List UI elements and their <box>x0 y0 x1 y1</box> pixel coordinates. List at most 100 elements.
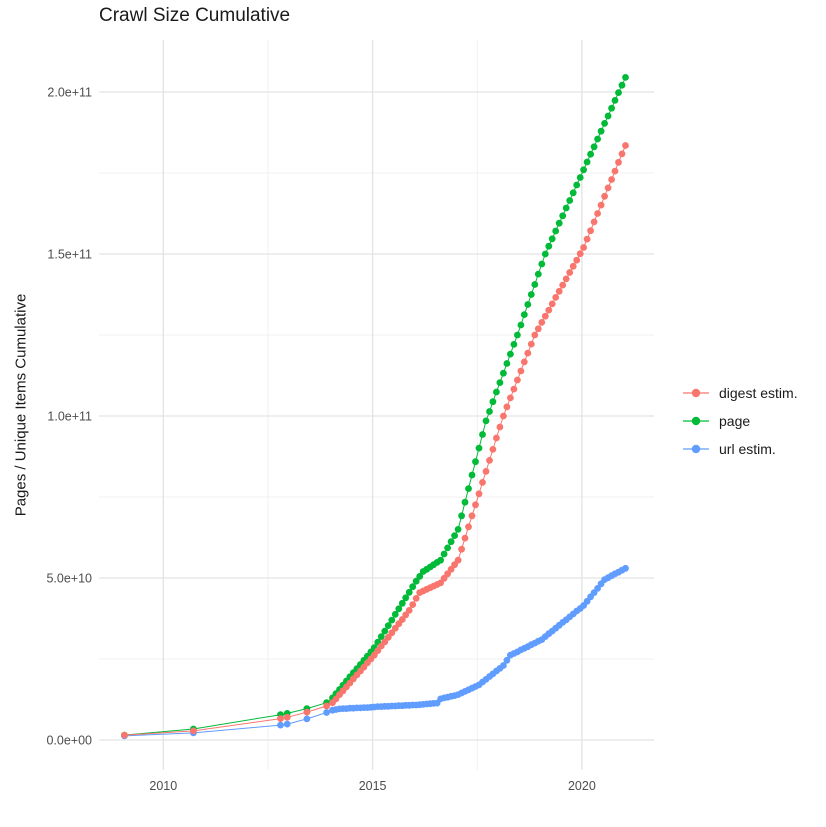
series-point <box>510 341 518 348</box>
series-point <box>611 167 619 175</box>
legend-item: url estim. <box>681 435 798 463</box>
series-point <box>527 340 535 348</box>
series-point <box>552 294 560 301</box>
series-point <box>507 394 514 402</box>
legend-key-icon <box>683 444 709 454</box>
series-point <box>622 564 629 572</box>
series-point <box>580 166 587 174</box>
series-point <box>447 565 455 573</box>
series-point <box>468 471 476 479</box>
series-point <box>458 512 465 520</box>
series-point <box>461 534 469 542</box>
series-point <box>608 176 615 183</box>
legend-item: page <box>681 407 798 435</box>
series-point <box>510 385 518 393</box>
series-point <box>323 702 330 710</box>
series-point <box>454 526 462 533</box>
series-point <box>541 312 549 320</box>
series-point <box>465 523 472 531</box>
series-point <box>594 585 601 592</box>
series-point <box>482 468 490 475</box>
series-point <box>486 457 493 464</box>
series-point <box>440 550 448 558</box>
series-point <box>524 301 532 308</box>
series-point <box>444 544 451 552</box>
series-point <box>604 184 612 192</box>
series-point <box>622 142 629 149</box>
series-point <box>303 708 311 716</box>
series-point <box>412 595 420 602</box>
series-point <box>573 181 581 189</box>
series-point <box>566 197 574 204</box>
series-point <box>590 218 598 226</box>
y-tick-label: 1.5e+11 <box>47 248 92 262</box>
series-point <box>303 715 311 723</box>
y-tick-label: 2.0e+11 <box>47 86 92 100</box>
series-point <box>538 319 546 326</box>
series-point <box>594 210 601 217</box>
series-point <box>597 201 605 209</box>
series-point <box>493 434 500 442</box>
series-point <box>472 458 479 466</box>
series-point <box>534 270 542 278</box>
legend-item: digest estim. <box>681 379 798 407</box>
legend-key-icon <box>683 388 709 398</box>
series-point <box>437 556 444 564</box>
series-point <box>555 287 563 295</box>
series-point <box>475 490 483 498</box>
series-point <box>507 350 514 358</box>
series-point <box>597 127 605 135</box>
x-tick-label: 2010 <box>149 779 177 793</box>
series-point <box>538 260 546 268</box>
series-point <box>514 331 521 339</box>
series-point <box>489 398 497 406</box>
y-axis-title: Pages / Unique Items Cumulative <box>12 293 30 517</box>
series-point <box>587 227 594 235</box>
series-point <box>388 616 396 624</box>
series-point <box>489 446 497 453</box>
x-tick-label: 2015 <box>359 779 387 793</box>
x-tick-label: 2020 <box>568 779 596 793</box>
series-point <box>377 633 385 640</box>
legend-label: digest estim. <box>719 385 798 401</box>
series-point <box>402 594 410 602</box>
series-point <box>545 306 553 314</box>
series-point <box>503 403 511 411</box>
series-point <box>615 89 622 96</box>
y-tick-label: 5.0e+10 <box>46 572 92 586</box>
series-point <box>496 379 504 386</box>
series-point <box>531 331 539 339</box>
series-point <box>534 325 542 333</box>
series-point <box>548 300 556 308</box>
series-point <box>381 627 389 635</box>
series-point <box>566 269 574 276</box>
series-point <box>601 120 608 127</box>
series-point <box>573 256 581 264</box>
series-point <box>594 135 601 143</box>
legend: digest estim. page url estim. <box>681 379 798 463</box>
y-tick-label: 0.0e+00 <box>46 734 92 748</box>
series-point <box>618 81 626 89</box>
series-point <box>517 321 525 329</box>
series-point <box>583 235 591 243</box>
series-point <box>559 281 567 289</box>
series-point <box>496 423 504 431</box>
series-point <box>479 479 486 486</box>
series-point <box>405 607 413 614</box>
y-tick-label: 1.0e+11 <box>47 410 92 424</box>
series-point <box>283 720 291 728</box>
series-point <box>454 556 462 564</box>
series-point <box>500 662 507 669</box>
series-point <box>503 656 511 664</box>
legend-key-icon <box>683 416 709 426</box>
series-point <box>583 158 591 166</box>
series-point <box>479 431 486 438</box>
series-point <box>384 622 392 629</box>
series-point <box>486 408 493 415</box>
series-point <box>562 275 570 283</box>
series-point <box>562 204 570 212</box>
series-point <box>458 545 465 553</box>
series-point <box>323 709 330 716</box>
series-point <box>277 721 284 729</box>
